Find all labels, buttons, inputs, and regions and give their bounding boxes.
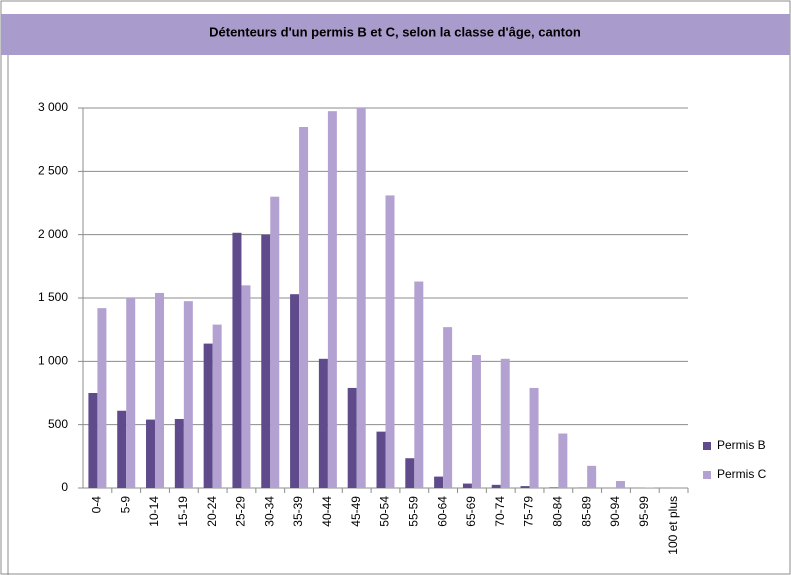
bar (385, 195, 395, 488)
y-tick-label: 3 000 (38, 100, 68, 114)
y-tick-label: 2 500 (38, 164, 68, 178)
y-tick-label: 0 (61, 480, 68, 494)
bar (174, 418, 184, 488)
x-tick-label: 45-49 (349, 496, 363, 527)
bar (155, 292, 165, 488)
bar (587, 465, 597, 488)
bar (356, 108, 366, 488)
bar (520, 486, 530, 488)
bar (491, 484, 501, 488)
bar (241, 285, 251, 488)
bar (471, 355, 481, 488)
bar (462, 483, 472, 488)
bar (126, 298, 136, 488)
bar (347, 387, 357, 488)
x-tick-label: 95-99 (637, 496, 651, 527)
bar (376, 431, 386, 488)
bar (88, 393, 98, 488)
x-tick-label: 15-19 (176, 496, 190, 527)
x-tick-label: 55-59 (406, 496, 420, 527)
bar (443, 327, 453, 488)
x-tick-label: 0-4 (90, 496, 104, 514)
bar (290, 294, 300, 488)
bar (203, 343, 213, 488)
bar (232, 232, 242, 488)
bar (414, 281, 424, 488)
bar (299, 127, 309, 488)
bar (97, 308, 107, 488)
bar (183, 301, 193, 488)
bar (117, 410, 127, 488)
bar (270, 196, 280, 488)
x-tick-label: 65-69 (464, 496, 478, 527)
bar (529, 387, 539, 488)
bar (261, 234, 271, 488)
chart-title: Détenteurs d'un permis B et C, selon la … (209, 24, 581, 39)
bar (212, 324, 222, 488)
x-tick-label: 100 et plus (666, 496, 680, 555)
x-tick-label: 80-84 (551, 496, 565, 527)
x-tick-label: 85-89 (579, 496, 593, 527)
bar (615, 481, 625, 488)
x-tick-label: 35-39 (291, 496, 305, 527)
x-tick-label: 60-64 (435, 496, 449, 527)
bar (558, 433, 568, 488)
bar (405, 458, 415, 488)
x-tick-label: 90-94 (608, 496, 622, 527)
title-bar (1, 14, 790, 55)
legend-swatch (703, 471, 711, 479)
legend-label: Permis B (717, 438, 766, 452)
x-tick-label: 30-34 (262, 496, 276, 527)
bar (318, 358, 328, 488)
bar (500, 358, 510, 488)
bar (327, 111, 337, 489)
legend-label: Permis C (717, 467, 767, 481)
x-tick-label: 20-24 (205, 496, 219, 527)
x-tick-label: 10-14 (147, 496, 161, 527)
x-tick-label: 50-54 (378, 496, 392, 527)
y-tick-label: 2 000 (38, 227, 68, 241)
x-tick-label: 25-29 (234, 496, 248, 527)
y-tick-label: 500 (48, 417, 68, 431)
x-tick-label: 40-44 (320, 496, 334, 527)
bar (146, 419, 156, 488)
y-tick-label: 1 000 (38, 354, 68, 368)
y-tick-label: 1 500 (38, 290, 68, 304)
x-tick-label: 5-9 (118, 496, 132, 514)
bar (434, 476, 444, 488)
legend-swatch (703, 442, 711, 450)
x-tick-label: 70-74 (493, 496, 507, 527)
x-tick-label: 75-79 (522, 496, 536, 527)
bar (549, 487, 559, 488)
